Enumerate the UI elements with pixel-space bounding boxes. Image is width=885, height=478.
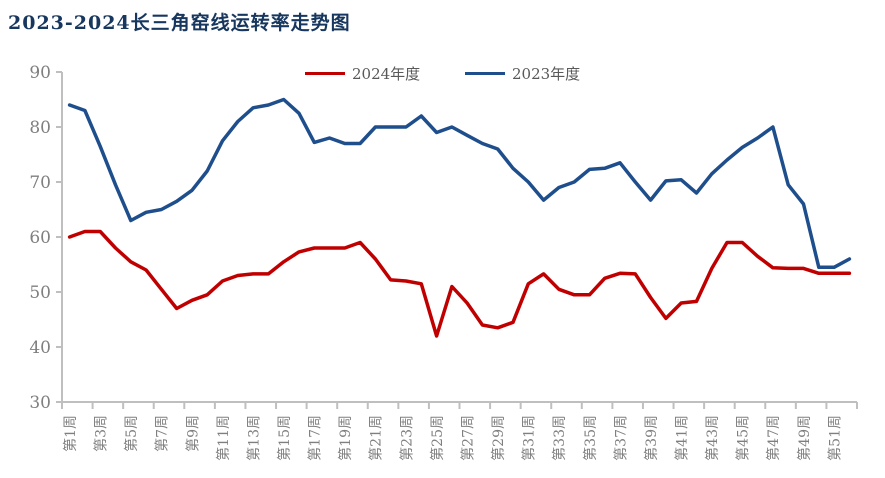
x-axis-tick-label: 第5周	[123, 415, 140, 452]
series-line-2024年度	[67, 229, 852, 338]
x-axis-tick-label: 第47周	[765, 415, 782, 461]
legend-line-swatch-red	[305, 71, 345, 75]
y-axis-tick-label: 90	[29, 63, 51, 83]
y-axis-tick-label: 30	[29, 393, 51, 413]
x-axis-tick-label: 第21周	[368, 415, 385, 461]
x-axis-tick-label: 第37周	[612, 415, 629, 461]
x-axis-tick-label: 第1周	[62, 415, 79, 452]
y-axis-tick-label: 80	[29, 118, 51, 138]
x-axis-tick-label: 第13周	[245, 415, 262, 461]
y-axis-tick-label: 70	[29, 173, 51, 193]
x-axis-tick-label: 第43周	[704, 415, 721, 461]
x-axis-tick-label: 第45周	[735, 415, 752, 461]
x-axis-tick-label: 第15周	[276, 415, 293, 461]
x-axis-tick-label: 第31周	[521, 415, 538, 461]
y-axis-tick-label: 40	[29, 338, 51, 358]
x-axis-tick-label: 第39周	[643, 415, 660, 461]
x-axis-tick-label: 第7周	[154, 415, 171, 452]
x-axis-tick-label: 第33周	[551, 415, 568, 461]
x-axis-tick-label: 第27周	[459, 415, 476, 461]
y-axis-tick-label: 50	[29, 283, 51, 303]
x-axis-tick-label: 第23周	[398, 415, 415, 461]
legend-label-2024: 2024年度	[352, 64, 421, 83]
x-axis-tick-label: 第51周	[826, 415, 843, 461]
legend-label-2023: 2023年度	[512, 64, 581, 83]
legend: 2024年度 2023年度	[0, 62, 885, 84]
y-axis-tick-label: 60	[29, 228, 51, 248]
x-axis-tick-label: 第11周	[215, 415, 232, 461]
x-axis-tick-label: 第3周	[93, 415, 110, 452]
series-line-2023年度	[67, 97, 852, 270]
x-axis-tick-label: 第19周	[337, 415, 354, 461]
x-axis-tick-label: 第29周	[490, 415, 507, 461]
x-axis-tick-label: 第49周	[796, 415, 813, 461]
legend-item-2024: 2024年度	[305, 62, 420, 84]
x-axis-tick-label: 第41周	[674, 415, 691, 461]
x-axis-tick-label: 第17周	[307, 415, 324, 461]
legend-line-swatch-blue	[465, 71, 505, 75]
x-axis-tick-label: 第9周	[184, 415, 201, 452]
chart-title: 2023-2024长三角窑线运转率走势图	[8, 12, 351, 34]
x-axis-tick-label: 第25周	[429, 415, 446, 461]
legend-item-2023: 2023年度	[465, 62, 580, 84]
x-axis-tick-label: 第35周	[582, 415, 599, 461]
